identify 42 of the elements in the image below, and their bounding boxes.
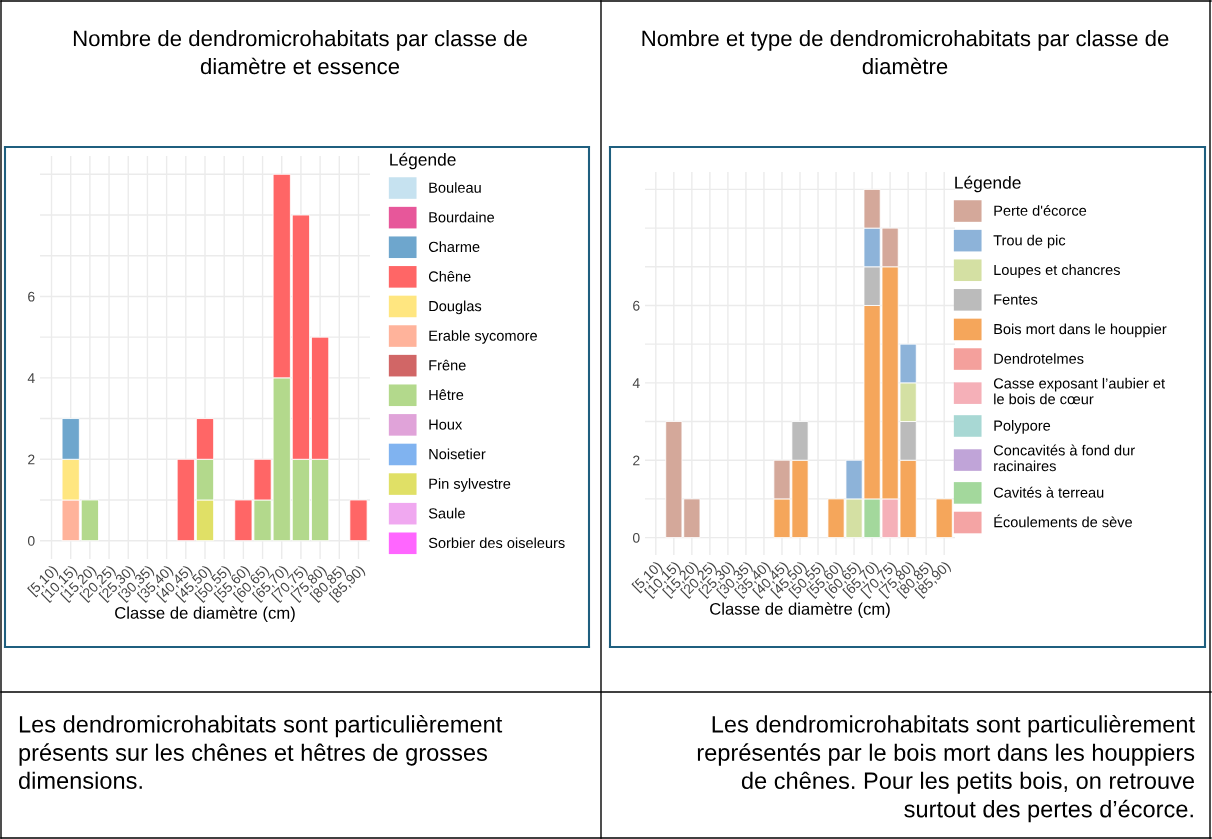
text: Les dendromicrohabitats sont particulièrement présents sur les chênes et hêtres de grosses dimensions.	[18, 715, 503, 789]
legend-label: Perte d'écorce	[994, 204, 1087, 216]
legend-label: Casse exposant l’aubier et le bois de cœur	[993, 377, 1165, 405]
legend-title: Légende	[390, 152, 456, 170]
legend-label: Houx	[429, 419, 463, 430]
legend-label: Dendrotelmes	[994, 353, 1084, 364]
x-axis-title: Classe de diamètre (cm)	[710, 602, 890, 619]
legend-label: Saule	[428, 507, 465, 519]
legend-label: Erable sycomore	[429, 330, 537, 344]
y-tick-label: 4	[632, 378, 640, 388]
legend-label: Bouleau	[429, 182, 481, 193]
y-tick-label: 0	[27, 536, 35, 546]
legend-label: Noisetier	[429, 448, 486, 460]
y-tick-label: 4	[27, 373, 35, 383]
legend-title: Légende	[955, 175, 1021, 193]
legend-label: Bourdaine	[429, 211, 495, 223]
legend-label: Douglas	[429, 300, 482, 315]
text: Les dendromicrohabitats sont particulièrement représentés par le bois mort dans les houppiers de chênes. Pour les petits bois, on retrouve surtout des pertes d’écorce.	[697, 715, 1195, 823]
legend-label: Polypore	[994, 420, 1051, 434]
legend-label: Fentes	[994, 294, 1038, 305]
legend-label: Pin sylvestre	[429, 478, 511, 492]
x-axis-title: Classe de diamètre (cm)	[115, 606, 295, 623]
bar	[935, 498, 953, 539]
legend-label: Sorbier des oiseleurs	[428, 537, 565, 549]
legend-label: Chêne	[428, 270, 471, 282]
y-tick-label: 6	[633, 300, 640, 311]
y-tick-label: 6	[28, 291, 35, 302]
bar	[349, 499, 368, 542]
legend-label: Cavités à terreau	[993, 486, 1104, 498]
y-tick-label: 2	[28, 454, 35, 465]
legend-label: Écoulements de sève	[994, 514, 1132, 528]
legend-label: Hêtre	[429, 389, 464, 401]
legend-label: Bois mort dans le houppier	[994, 323, 1167, 338]
legend-label: Concavités à fond dur racinaires	[993, 444, 1135, 472]
legend-label: Loupes et chancres	[994, 264, 1120, 278]
legend-label: Frêne	[429, 359, 466, 371]
chart-title: Nombre de dendromicrohabitats par classe de diamètre et essence	[73, 30, 527, 75]
y-tick-label: 2	[633, 455, 640, 466]
y-tick-label: 0	[632, 532, 640, 543]
legend-label: Charme	[428, 241, 480, 253]
legend-label: Trou de pic	[993, 234, 1066, 249]
chart-title: Nombre et type de dendromicrohabitats par classe de diamètre	[642, 30, 1169, 75]
